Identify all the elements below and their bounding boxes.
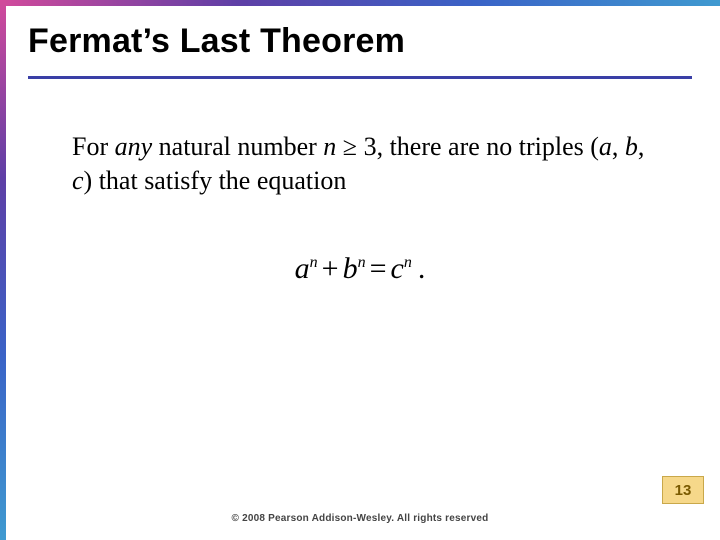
page-number: 13 (675, 482, 692, 499)
title-underline (28, 76, 692, 79)
equation: an+bn=cn. (0, 252, 720, 286)
eq-a-exp: n (310, 254, 318, 271)
body-var-a: a (599, 132, 612, 161)
body-prefix: For (72, 132, 115, 161)
eq-equals: = (366, 252, 391, 285)
body-text: For any natural number n ≥ 3, there are … (72, 130, 652, 198)
top-gradient-bar (0, 0, 720, 6)
page-number-badge: 13 (662, 476, 704, 504)
body-var-c: c (72, 166, 84, 195)
eq-c-exp: n (404, 254, 412, 271)
copyright-text: © 2008 Pearson Addison-Wesley. All right… (0, 513, 720, 524)
eq-c: c (391, 252, 404, 285)
body-var-n: n (323, 132, 336, 161)
body-ge: ≥ (336, 132, 363, 161)
body-var-b: b (625, 132, 638, 161)
body-comma1: , (612, 132, 625, 161)
slide-title: Fermat’s Last Theorem (28, 22, 405, 61)
slide: Fermat’s Last Theorem For any natural nu… (0, 0, 720, 540)
eq-plus: + (318, 252, 343, 285)
eq-b: b (343, 252, 358, 285)
body-comma2: , (638, 132, 645, 161)
eq-b-exp: n (358, 254, 366, 271)
eq-a: a (295, 252, 310, 285)
body-any: any (115, 132, 153, 161)
body-mid1: natural number (152, 132, 323, 161)
body-mid2: , there are no triples ( (377, 132, 599, 161)
body-three: 3 (364, 132, 377, 161)
eq-period: . (412, 252, 426, 285)
body-suffix: ) that satisfy the equation (84, 166, 347, 195)
